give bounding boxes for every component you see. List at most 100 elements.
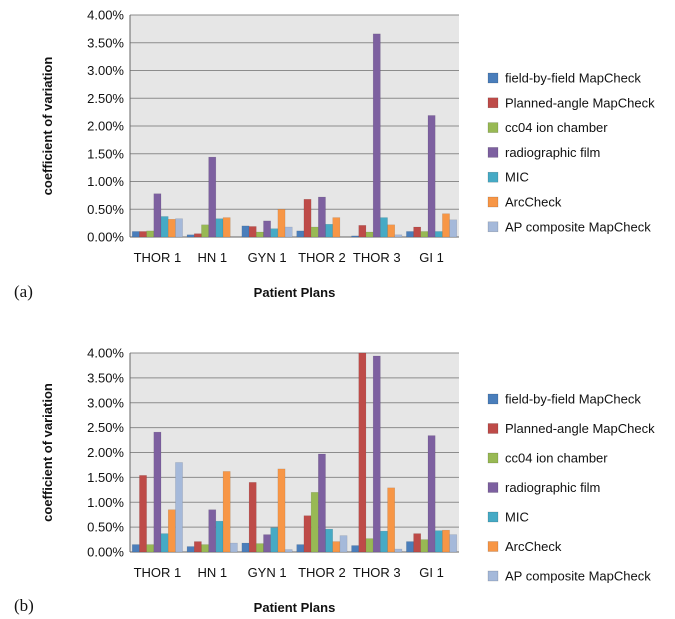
chart1-y-tick-label: 1.00% xyxy=(87,174,124,189)
chart2-legend-label: Planned-angle MapCheck xyxy=(505,421,655,436)
chart2-category-label: HN 1 xyxy=(197,565,227,580)
chart2-y-tick-label: 2.50% xyxy=(87,420,124,435)
chart2-legend-swatch xyxy=(487,452,499,464)
chart2-bar xyxy=(427,435,436,553)
chart1-x-axis-title: Patient Plans xyxy=(254,285,336,300)
chart2-bar xyxy=(201,544,209,553)
chart1-legend-label: cc04 ion chamber xyxy=(505,120,608,135)
chart2-legend-swatch xyxy=(487,482,499,493)
chart2-legend-swatch xyxy=(487,393,499,405)
chart1-bar xyxy=(146,230,155,238)
chart2-category-label: THOR 1 xyxy=(134,565,182,580)
chart1-bar xyxy=(442,213,450,238)
chart2-category-label: THOR 2 xyxy=(298,565,346,580)
chart2-bar xyxy=(372,355,381,553)
chart1-y-axis-title: coefficient of variation xyxy=(40,57,55,196)
chart1-bar xyxy=(413,226,422,238)
chart2-bar xyxy=(413,533,422,553)
chart2-bar xyxy=(339,535,348,553)
chart1-y-tick-label: 0.50% xyxy=(87,202,124,217)
chart1-bar xyxy=(406,231,414,238)
chart1-y-tick-label: 2.00% xyxy=(87,119,124,134)
chart2-bar xyxy=(153,431,162,553)
chart1-legend-swatch xyxy=(487,147,499,158)
chart1-y-tick-label: 2.50% xyxy=(87,91,124,106)
chart2-bar xyxy=(420,539,429,553)
chart2-bar xyxy=(318,453,326,553)
chart2-bar xyxy=(248,482,257,553)
chart2-legend-label: ArcCheck xyxy=(505,539,562,554)
chart1-bar xyxy=(296,230,305,238)
chart2-legend-swatch xyxy=(487,541,499,552)
chart1-bar xyxy=(256,231,264,238)
chart2-panel-label: (b) xyxy=(14,596,34,615)
chart1-legend-swatch xyxy=(487,221,499,233)
chart2-bar xyxy=(175,462,183,553)
chart1-bar xyxy=(139,231,147,238)
chart2-bar xyxy=(270,527,279,553)
chart1-panel-label: (a) xyxy=(14,282,33,301)
chart1-bar xyxy=(325,223,333,238)
chart1-bar xyxy=(284,226,293,238)
chart2-legend-label: cc04 ion chamber xyxy=(505,451,608,466)
chart1-y-tick-label: 3.50% xyxy=(87,35,124,50)
chart1-bar xyxy=(420,231,429,238)
chart1-bar xyxy=(248,226,257,238)
chart2-legend-swatch xyxy=(487,511,499,523)
chart1-bar xyxy=(277,209,286,238)
chart1-bar xyxy=(241,225,250,238)
chart1-y-tick-label: 1.50% xyxy=(87,146,124,161)
chart2-bar xyxy=(167,509,176,553)
chart1-bar xyxy=(167,218,176,238)
chart2-y-tick-label: 1.50% xyxy=(87,470,124,485)
chart2-bar xyxy=(442,529,450,553)
chart1-legend-swatch xyxy=(487,122,499,133)
chart1-bar xyxy=(434,231,443,238)
chart2-category-label: THOR 3 xyxy=(353,565,401,580)
chart1-category-label: THOR 2 xyxy=(298,250,346,265)
chart2-bar xyxy=(256,543,264,553)
chart2-bar xyxy=(160,533,169,553)
chart2-bar xyxy=(406,541,414,553)
chart2-y-axis-title: coefficient of variation xyxy=(40,383,55,522)
chart2-bar xyxy=(284,549,293,553)
chart2-bar xyxy=(263,534,271,553)
chart2-bar xyxy=(222,471,231,553)
chart2-bar xyxy=(208,509,217,553)
chart1-category-label: GYN 1 xyxy=(248,250,287,265)
chart2-bar xyxy=(139,475,147,553)
chart2-bar xyxy=(230,542,238,553)
chart2-y-tick-label: 4.00% xyxy=(87,346,124,361)
chart1-bar xyxy=(153,193,162,238)
chart2-y-tick-label: 2.00% xyxy=(87,445,124,460)
chart2-bar xyxy=(332,541,341,553)
chart2-legend-label: radiographic film xyxy=(505,480,600,495)
chart2-x-axis-title: Patient Plans xyxy=(254,600,336,615)
chart1-legend-label: MIC xyxy=(505,170,529,185)
chart2-bar xyxy=(146,544,155,553)
chart1-legend-swatch xyxy=(487,171,499,183)
chart1-bar xyxy=(201,224,209,238)
chart1-bar xyxy=(358,225,367,238)
chart1-legend-label: radiographic film xyxy=(505,145,600,160)
chart2-bar xyxy=(296,544,305,553)
chart1-category-label: HN 1 xyxy=(197,250,227,265)
chart1-y-tick-label: 3.00% xyxy=(87,63,124,78)
chart2-legend-label: AP composite MapCheck xyxy=(505,569,651,584)
chart2-y-tick-label: 0.00% xyxy=(87,545,124,560)
chart2-bar xyxy=(387,487,395,553)
chart2-bar xyxy=(365,538,374,553)
chart2-legend-swatch xyxy=(487,423,499,434)
chart2-bar xyxy=(131,544,140,553)
chart1-category-label: GI 1 xyxy=(419,250,444,265)
chart2-category-label: GI 1 xyxy=(419,565,444,580)
chart2-bar xyxy=(194,541,202,553)
chart2-legend-label: MIC xyxy=(505,510,529,525)
chart2-bar xyxy=(215,520,224,553)
chart1-bar xyxy=(215,218,224,238)
chart2-legend-swatch xyxy=(487,570,499,582)
chart1-legend-label: field-by-field MapCheck xyxy=(505,71,641,86)
chart2-bar xyxy=(303,515,312,553)
chart2-bar xyxy=(394,548,403,553)
